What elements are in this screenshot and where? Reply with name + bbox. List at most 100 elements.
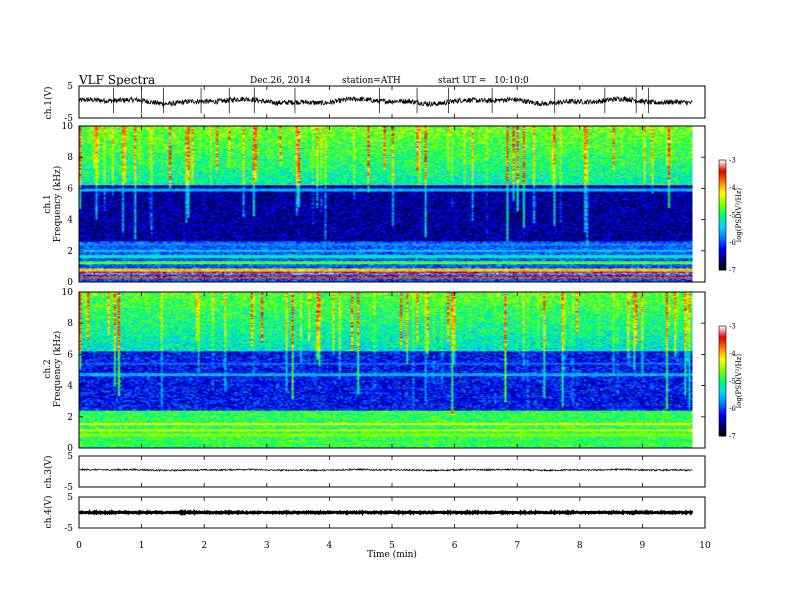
waveform-trace [78, 95, 693, 108]
colorbar-segment [719, 337, 726, 340]
colorbar-segment [719, 395, 726, 398]
colorbar-segment [719, 373, 726, 376]
colorbar-segment [719, 370, 726, 373]
panel-frame [78, 85, 706, 119]
colorbar-frame [718, 325, 727, 437]
y-tick-label: 2 [67, 413, 73, 423]
colorbar-segment [719, 233, 726, 236]
ch4-waveform-panel: 5 -50 1 2 3 4 5 6 7 8 9 10 [64, 493, 711, 551]
x-tick-label: 9 [640, 541, 646, 551]
date-label: Dec.26, 2014 [250, 76, 311, 86]
colorbar-segment [719, 244, 726, 247]
colorbar-segment [719, 194, 726, 198]
y-tick-label: 2 [67, 247, 73, 257]
panel-frame [78, 496, 706, 529]
colorbar-tick-label: -4 [729, 350, 736, 358]
colorbar-segment [719, 227, 726, 231]
colorbar-segment [719, 381, 726, 384]
colorbar-segment [719, 359, 726, 362]
panel-frame [78, 125, 706, 283]
colorbar-segment [719, 240, 726, 243]
colorbar-segment [719, 172, 726, 176]
colorbar-segment [719, 171, 726, 174]
colorbar-segment [719, 386, 726, 389]
colorbar-segment [719, 237, 726, 240]
colorbar-segment [719, 333, 726, 336]
colorbar-segment [719, 187, 726, 190]
colorbar-segment [719, 393, 726, 397]
colorbar-segment [719, 211, 726, 214]
x-tick-label: 4 [327, 541, 333, 551]
colorbar-segment [719, 202, 726, 205]
colorbar-segment [719, 229, 726, 232]
y-tick-label: 6 [67, 184, 73, 194]
colorbar-segment [719, 403, 726, 406]
colorbar-segment [719, 410, 726, 413]
colorbar-segment [719, 375, 726, 378]
waveform-trace [78, 508, 694, 517]
colorbar-segment [719, 209, 726, 212]
colorbar-segment [719, 377, 726, 380]
colorbar-segment [719, 180, 726, 183]
colorbar-tick-label: -3 [729, 157, 736, 165]
y-tick-label: 4 [67, 382, 73, 392]
colorbar-segment [719, 368, 726, 371]
colorbar-segment [719, 242, 726, 245]
colorbar-tick-label: -6 [729, 239, 736, 247]
panel-frame [78, 455, 706, 488]
x-tick-label: 6 [452, 541, 458, 551]
ch2-colorbar: -3 -4 -5 -6 -7 [718, 323, 736, 441]
colorbar-segment [719, 344, 726, 347]
colorbar-segment [719, 335, 726, 338]
colorbar-segment [719, 406, 726, 409]
colorbar-segment [719, 415, 726, 419]
ch2-spec-ylabel: ch.2 [43, 359, 53, 378]
colorbar-segment [719, 268, 726, 271]
colorbar-segment [719, 161, 726, 165]
y-tick-label: -5 [64, 524, 73, 534]
colorbar-segment [719, 434, 726, 437]
ch4-ylabel: ch.4(V) [43, 496, 54, 529]
x-tick-label: 1 [139, 541, 145, 551]
x-tick-label: 0 [76, 541, 82, 551]
colorbar-segment [719, 397, 726, 400]
colorbar-segment [719, 266, 726, 269]
ch2-spec-ylabel2: Frequency (kHz) [52, 331, 63, 408]
y-tick-label: 5 [67, 452, 73, 462]
colorbar-segment [719, 160, 726, 163]
ch3-waveform-panel: 5 -5 [64, 452, 706, 493]
x-tick-label: 7 [514, 541, 520, 551]
y-tick-label: 4 [67, 216, 73, 226]
colorbar-segment [719, 189, 726, 192]
colorbar-segment [719, 165, 726, 168]
ch1-spec-ylabel: ch.1 [43, 194, 53, 213]
colorbar-frame [718, 159, 727, 271]
colorbar-segment [719, 193, 726, 196]
ch1-spectrogram-panel: 0 2 4 6 8 10 [62, 122, 706, 288]
colorbar-segment [719, 432, 726, 435]
colorbar-segment [719, 338, 726, 342]
colorbar-segment [719, 248, 726, 251]
y-tick-label: 0 [67, 278, 73, 288]
colorbar-segment [719, 163, 726, 166]
colorbar-segment [719, 421, 726, 424]
colorbar-tick-label: -7 [729, 267, 736, 275]
colorbar-segment [719, 348, 726, 351]
y-tick-label: 8 [67, 319, 73, 329]
start-time-label: 10:10:0 [494, 76, 529, 86]
colorbar-segment [719, 259, 726, 262]
colorbar-segment [719, 408, 726, 411]
colorbar-segment [719, 357, 726, 360]
colorbar-segment [719, 362, 726, 365]
ch1-spec-ylabel2: Frequency (kHz) [52, 166, 63, 243]
colorbar-segment [719, 404, 726, 408]
colorbar-segment [719, 342, 726, 345]
y-tick-label: -5 [64, 483, 73, 493]
colorbar-segment [719, 353, 726, 356]
colorbar-segment [719, 213, 726, 216]
colorbar-segment [719, 423, 726, 426]
colorbar-segment [719, 204, 726, 207]
ch1-ylabel: ch.1(V) [43, 87, 54, 120]
figure-title: VLF Spectra [78, 73, 155, 87]
x-tick-label: 3 [264, 541, 270, 551]
